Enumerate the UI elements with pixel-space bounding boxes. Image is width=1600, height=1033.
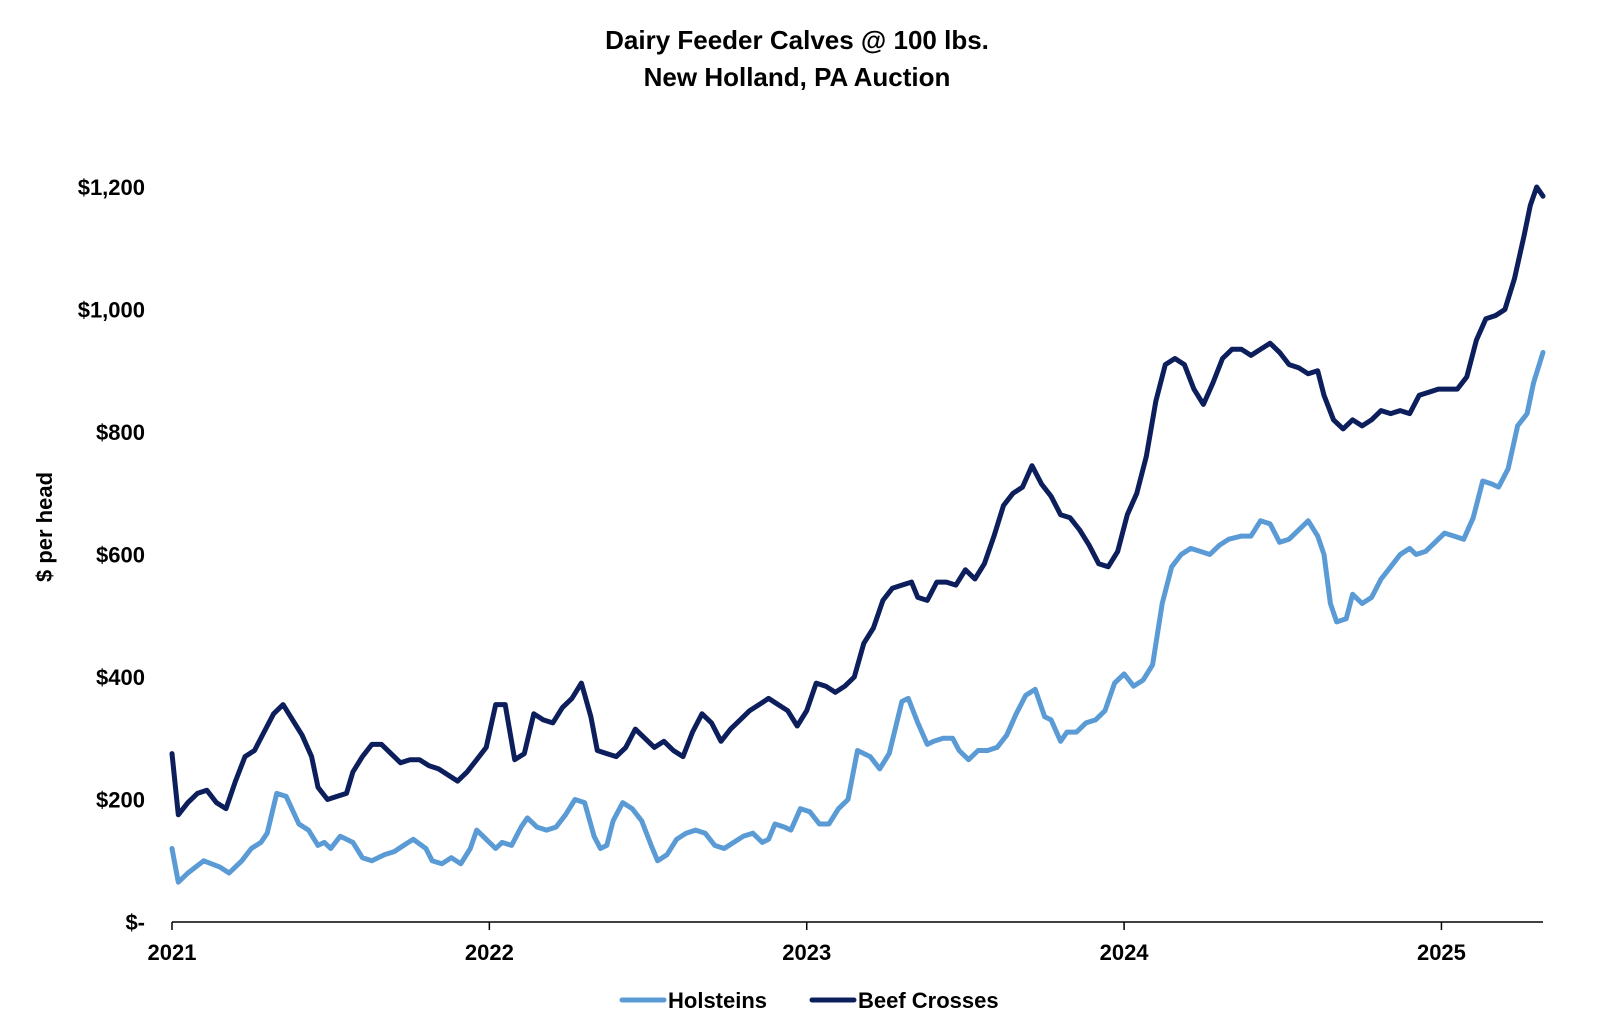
chart-title: Dairy Feeder Calves @ 100 lbs. xyxy=(605,25,989,55)
y-tick-label: $1,200 xyxy=(78,175,145,200)
x-tick-label: 2023 xyxy=(782,940,831,965)
y-tick-label: $200 xyxy=(96,788,145,813)
y-tick-label: $- xyxy=(125,910,145,935)
series-line-beef-crosses xyxy=(169,184,1546,818)
series-line-holsteins xyxy=(169,349,1546,885)
x-axis: 2021 2022 2023 2024 2025 xyxy=(148,921,1543,965)
y-tick-label: $400 xyxy=(96,665,145,690)
series-layer xyxy=(169,184,1546,885)
chart-subtitle: New Holland, PA Auction xyxy=(644,62,951,92)
y-axis: $- $200 $400 $600 $800 $1,000 $1,200 xyxy=(78,175,145,935)
x-tick-label: 2022 xyxy=(465,940,514,965)
legend-label-holsteins: Holsteins xyxy=(668,988,767,1013)
y-tick-label: $1,000 xyxy=(78,298,145,323)
legend: Holsteins Beef Crosses xyxy=(619,988,999,1013)
legend-label-beef-crosses: Beef Crosses xyxy=(858,988,999,1013)
y-tick-label: $800 xyxy=(96,420,145,445)
x-tick-label: 2024 xyxy=(1100,940,1150,965)
y-axis-title: $ per head xyxy=(32,472,57,582)
x-tick-label: 2021 xyxy=(148,940,197,965)
x-tick-label: 2025 xyxy=(1417,940,1466,965)
y-tick-label: $600 xyxy=(96,543,145,568)
